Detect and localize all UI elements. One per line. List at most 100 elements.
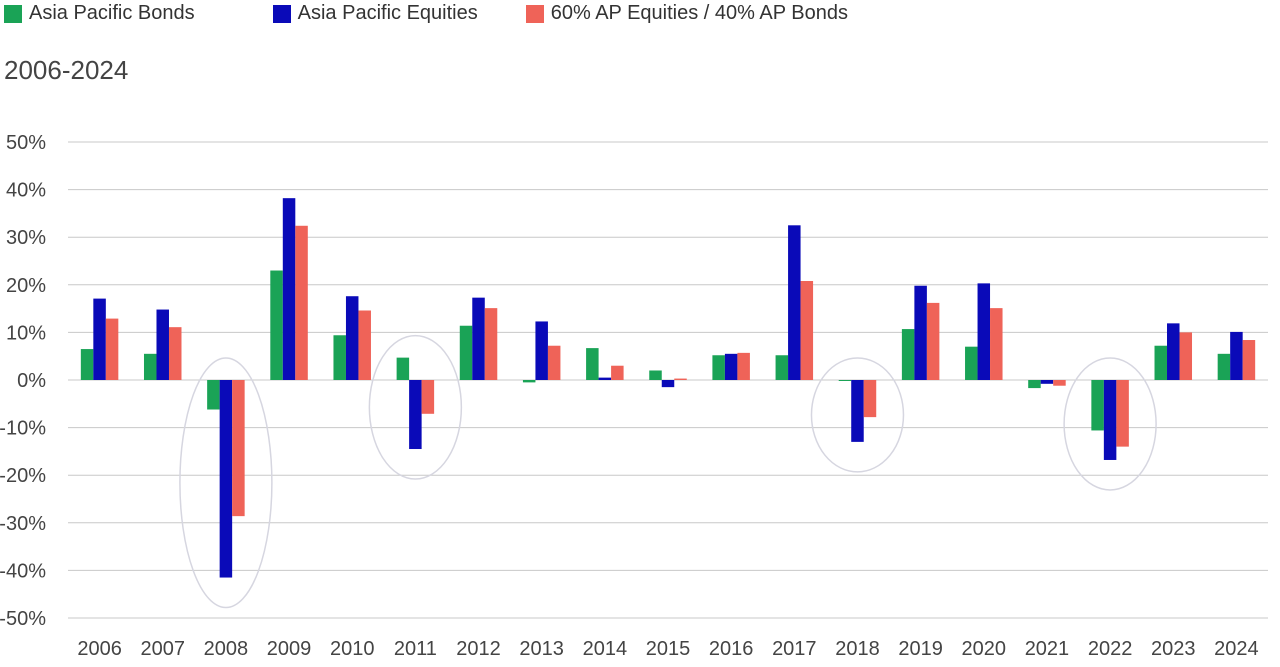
bar: [1028, 380, 1041, 389]
x-tick-label: 2010: [330, 638, 375, 660]
bar: [1103, 380, 1117, 460]
bar: [838, 380, 852, 381]
x-tick-label: 2015: [646, 638, 691, 660]
bar: [611, 365, 624, 380]
x-tick-label: 2023: [1151, 638, 1196, 660]
bar: [143, 353, 157, 380]
x-tick-label: 2011: [394, 638, 437, 660]
legend-item-bonds: Asia Pacific Bonds: [4, 2, 195, 25]
bar: [105, 318, 119, 380]
x-tick-label: 2007: [140, 638, 185, 660]
y-tick-label: 30%: [6, 227, 46, 249]
bar: [409, 380, 422, 450]
bar: [724, 353, 738, 380]
legend-item-blend: 60% AP Equities / 40% AP Bonds: [525, 2, 848, 25]
x-tick-label: 2012: [456, 638, 501, 660]
bar: [737, 352, 750, 380]
legend-swatch-bonds: [4, 4, 22, 23]
x-tick-label: 2009: [267, 638, 312, 660]
y-tick-label: -40%: [0, 560, 46, 582]
bar: [484, 308, 498, 380]
bar: [295, 225, 308, 380]
bar: [649, 370, 662, 380]
bar: [901, 329, 915, 380]
x-tick-label: 2024: [1214, 638, 1259, 660]
chart-subtitle: 2006-2024: [4, 55, 129, 85]
y-tick-label: -10%: [0, 418, 46, 440]
bar: [990, 308, 1003, 380]
legend-swatch-equities: [272, 4, 291, 23]
bar: [270, 270, 283, 380]
legend-label-bonds: Asia Pacific Bonds: [29, 2, 195, 24]
y-tick-label: -20%: [0, 465, 46, 487]
bar: [863, 380, 877, 418]
bar: [219, 380, 233, 578]
bar: [851, 380, 864, 442]
x-tick-label: 2020: [962, 638, 1007, 660]
bar: [598, 377, 612, 380]
bar: [1167, 323, 1180, 380]
bar: [232, 380, 245, 517]
x-tick-label: 2016: [709, 638, 754, 660]
bar: [1091, 380, 1104, 431]
bar: [800, 280, 814, 380]
bar: [977, 283, 991, 380]
bar: [396, 357, 410, 380]
highlight-ellipse: [179, 357, 273, 609]
bar: [472, 297, 485, 380]
bar: [459, 325, 473, 380]
x-tick-label: 2006: [77, 638, 122, 660]
y-tick-label: -50%: [0, 608, 46, 630]
highlight-ellipse: [810, 357, 905, 473]
bar: [1154, 345, 1168, 380]
bar: [345, 296, 359, 380]
legend-label-blend: 60% AP Equities / 40% AP Bonds: [550, 2, 848, 24]
legend-item-equities: Asia Pacific Equities: [272, 2, 478, 25]
bar: [547, 345, 561, 380]
bar: [586, 348, 599, 380]
bar: [712, 355, 725, 380]
bar: [522, 380, 536, 383]
bar: [1217, 353, 1231, 380]
x-tick-label: 2018: [835, 638, 880, 660]
y-tick-label: 20%: [6, 275, 46, 297]
bar: [788, 225, 801, 380]
bar: [661, 380, 675, 388]
x-tick-label: 2022: [1088, 638, 1133, 660]
y-tick-label: 10%: [6, 322, 46, 344]
chart-legend: Asia Pacific Bonds Asia Pacific Equities…: [4, 2, 896, 25]
y-tick-label: 50%: [6, 132, 46, 154]
bar: [282, 198, 296, 380]
bar: [358, 310, 371, 380]
x-tick-label: 2013: [519, 638, 564, 660]
y-tick-label: -30%: [0, 513, 46, 535]
x-tick-label: 2021: [1025, 638, 1070, 660]
x-tick-label: 2008: [204, 638, 249, 660]
bar: [1242, 340, 1256, 380]
bar: [168, 327, 182, 380]
bar: [965, 346, 978, 380]
y-tick-label: 0%: [17, 370, 46, 392]
legend-swatch-blend: [525, 4, 544, 23]
bar: [535, 321, 548, 380]
bar: [207, 380, 220, 410]
legend-label-equities: Asia Pacific Equities: [297, 2, 478, 24]
bar: [1116, 380, 1129, 447]
bar: [80, 349, 94, 380]
bar: [1179, 332, 1193, 380]
x-tick-label: 2014: [583, 638, 628, 660]
highlight-ellipse: [1063, 357, 1157, 491]
x-tick-label: 2019: [898, 638, 943, 660]
bar: [1053, 380, 1066, 386]
bar: [421, 380, 435, 414]
bar: [914, 285, 927, 380]
bar: [674, 378, 687, 380]
bar: [1040, 380, 1054, 384]
bar: [1230, 331, 1243, 380]
bar: [775, 355, 789, 380]
bar: [333, 335, 346, 380]
highlight-ellipse: [368, 334, 463, 480]
bar: [156, 309, 169, 380]
bar: [926, 302, 940, 380]
